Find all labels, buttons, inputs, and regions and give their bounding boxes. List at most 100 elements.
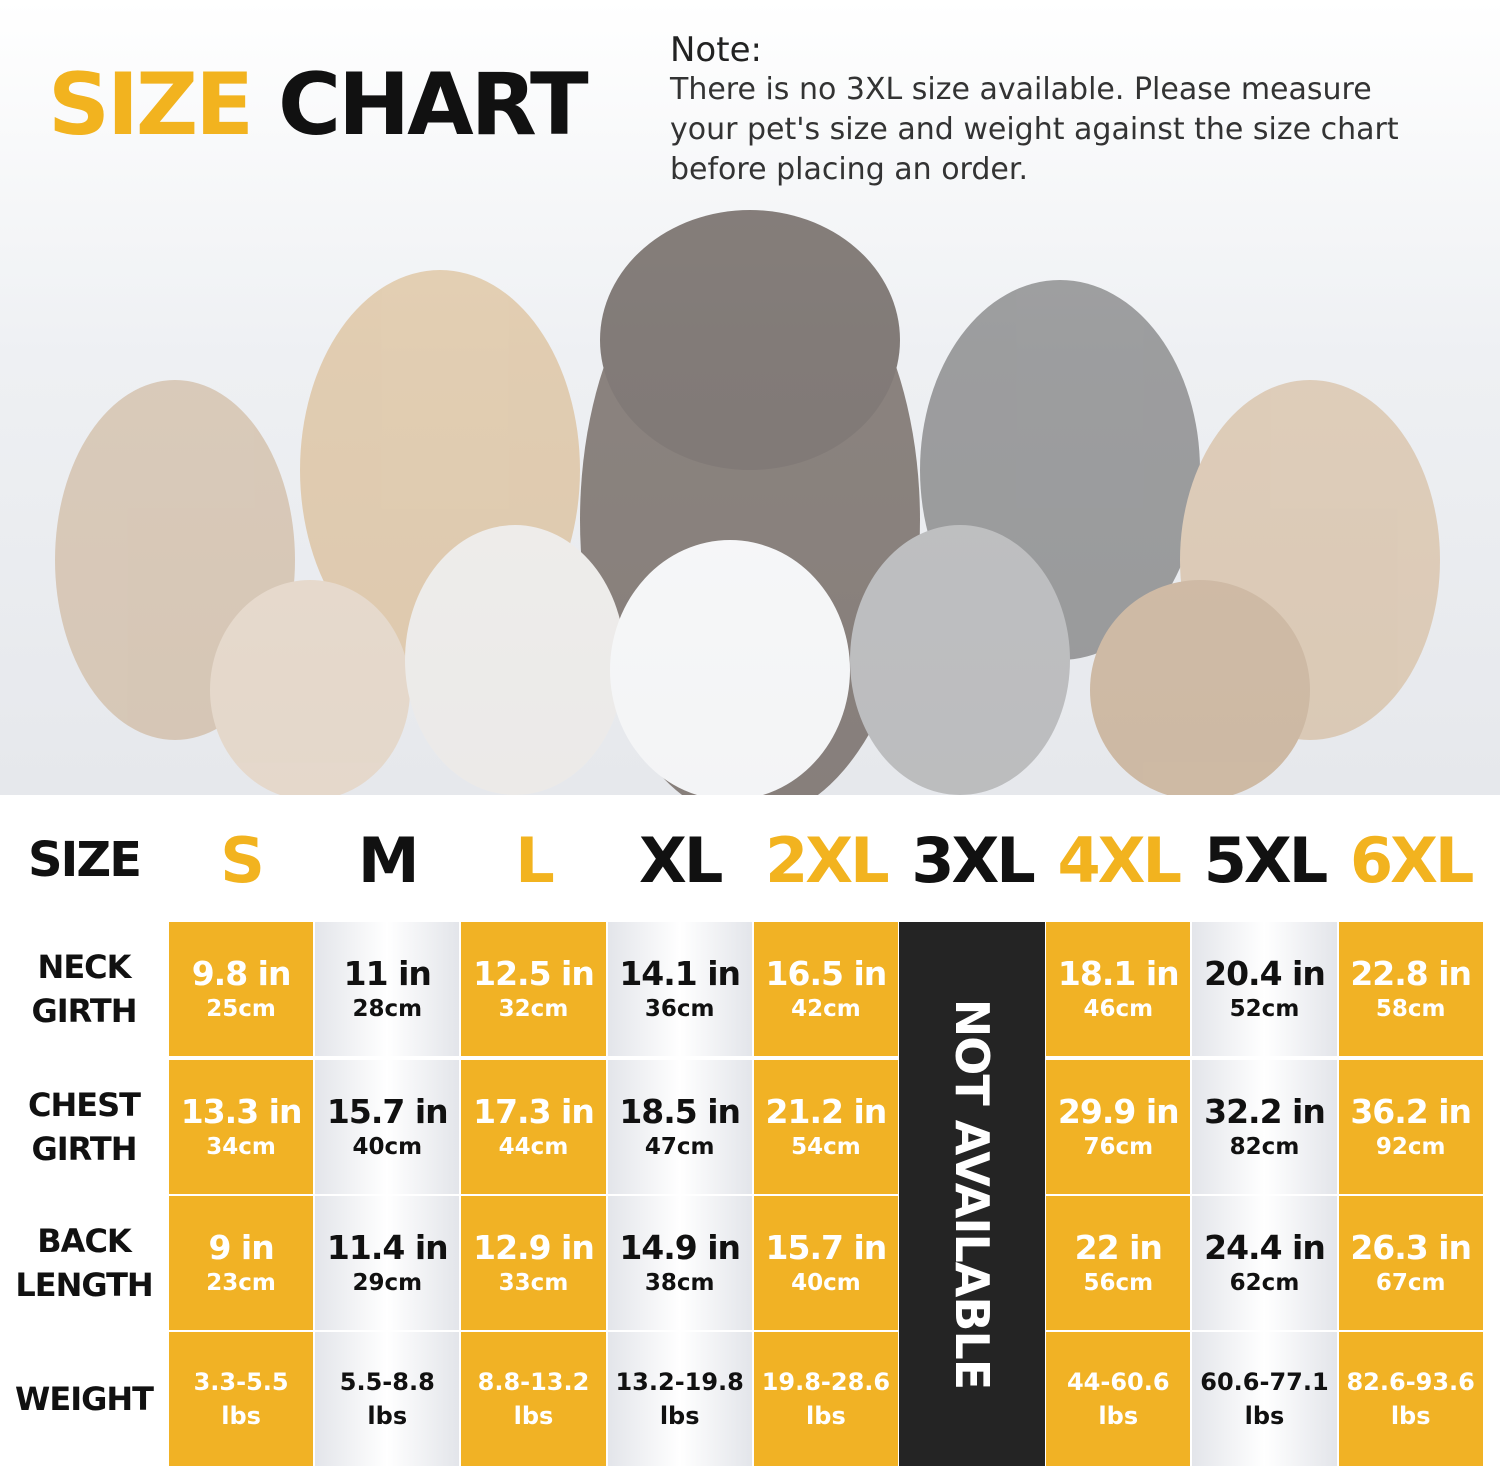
measure-main: 12.9 in (473, 1228, 595, 1267)
measure-sub: 92cm (1375, 1134, 1446, 1160)
measure-main: 16.5 in (765, 954, 888, 993)
size-cell: 26.3 in 67cm (1338, 1196, 1483, 1330)
measure-main: 9.8 in (191, 954, 292, 993)
measure-sub: 62cm (1229, 1270, 1300, 1296)
note-line: There is no 3XL size available. Please m… (670, 72, 1372, 107)
measure-main: 12.5 in (473, 954, 595, 993)
measure-main: 8.8-13.2 (477, 1368, 590, 1396)
size-header: 3XL (911, 823, 1035, 897)
measure-main: 18.1 in (1057, 954, 1180, 993)
measure-main: 24.4 in (1204, 1228, 1326, 1267)
note-line: before placing an order. (670, 152, 1028, 187)
measure-main: 22 in (1074, 1228, 1163, 1267)
size-header: L (515, 823, 555, 897)
measure-main: 60.6-77.1 (1200, 1368, 1329, 1396)
title: SIZE CHART (48, 62, 589, 148)
measure-sub: 47cm (644, 1134, 715, 1160)
measure-sub: 54cm (791, 1134, 861, 1160)
measure-main: 14.9 in (619, 1228, 741, 1267)
row-label-line: BACK (37, 1222, 131, 1260)
measure-sub: 28cm (352, 996, 423, 1022)
row-label: NECK GIRTH (0, 922, 168, 1056)
measure-main: 14.1 in (619, 954, 741, 993)
measure-sub: lbs (513, 1402, 554, 1430)
size-cell: 16.5 in 42cm (753, 922, 898, 1056)
unavailable-label: NOT AVAILABLE (945, 998, 1000, 1390)
title-part: CHART (278, 55, 589, 155)
dog-illustration (55, 210, 1440, 795)
measure-sub: lbs (659, 1402, 700, 1430)
measure-sub: lbs (221, 1402, 261, 1430)
measure-main: 18.5 in (619, 1092, 741, 1131)
measure-main: 15.7 in (326, 1092, 449, 1131)
measure-main: 11.4 in (326, 1228, 449, 1267)
measure-main: 19.8-28.6 (761, 1368, 891, 1396)
size-cell: 9.8 in 25cm (169, 922, 314, 1056)
measure-sub: 36cm (644, 996, 715, 1022)
measure-sub: 58cm (1375, 996, 1446, 1022)
size-cell: 21.2 in 54cm (753, 1060, 898, 1194)
size-cell: 15.7 in 40cm (315, 1060, 460, 1194)
measure-main: 26.3 in (1350, 1228, 1472, 1267)
note-line: your pet's size and weight against the s… (670, 112, 1399, 147)
size-header: 2XL (765, 823, 889, 897)
measure-sub: 38cm (644, 1270, 715, 1296)
size-cell: 19.8-28.6 lbs (753, 1332, 898, 1466)
measure-main: 9 in (208, 1228, 274, 1267)
size-cell: 32.2 in 82cm (1192, 1060, 1337, 1194)
measure-sub: 23cm (206, 1270, 276, 1296)
measure-sub: 32cm (498, 996, 569, 1022)
size-cell: 13.3 in 34cm (169, 1060, 314, 1194)
note: Note: There is no 3XL size available. Pl… (670, 30, 1470, 190)
measure-main: 11 in (343, 954, 432, 993)
size-cell: 12.9 in 33cm (461, 1196, 606, 1330)
corner-label: SIZE (27, 832, 142, 888)
size-header: XL (639, 823, 723, 897)
size-cell: 15.7 in 40cm (753, 1196, 898, 1330)
row-label-line: CHEST (28, 1086, 141, 1124)
measure-main: 44-60.6 (1066, 1368, 1170, 1396)
measure-sub: 40cm (352, 1134, 423, 1160)
measure-sub: 42cm (791, 996, 861, 1022)
measure-main: 21.2 in (765, 1092, 888, 1131)
row-label: BACK LENGTH (0, 1196, 168, 1330)
size-cell: 5.5-8.8 lbs (315, 1332, 460, 1466)
size-cell: 36.2 in 92cm (1338, 1060, 1483, 1194)
measure-sub: lbs (1098, 1402, 1139, 1430)
measure-sub: 67cm (1375, 1270, 1446, 1296)
size-cell: 12.5 in 32cm (461, 922, 606, 1056)
size-cell: 20.4 in 52cm (1192, 922, 1337, 1056)
measure-sub: 40cm (791, 1270, 861, 1296)
measure-sub: 44cm (498, 1134, 569, 1160)
measure-sub: 76cm (1083, 1134, 1154, 1160)
measure-main: 13.3 in (180, 1092, 303, 1131)
size-header: 4XL (1057, 823, 1182, 897)
measure-main: 17.3 in (473, 1092, 595, 1131)
title-part: SIZE (48, 55, 254, 155)
size-cell: 3.3-5.5 lbs (169, 1332, 314, 1466)
measure-sub: 25cm (206, 996, 276, 1022)
measure-sub: 82cm (1229, 1134, 1300, 1160)
size-header: 6XL (1349, 823, 1474, 897)
size-cell: 82.6-93.6 lbs (1338, 1332, 1483, 1466)
measure-main: 82.6-93.6 (1346, 1368, 1475, 1396)
size-cell: 29.9 in 76cm (1046, 1060, 1191, 1194)
measure-main: 22.8 in (1350, 954, 1472, 993)
measure-main: 13.2-19.8 (615, 1368, 744, 1396)
measure-sub: 46cm (1083, 996, 1154, 1022)
unavailable-column: NOT AVAILABLE (899, 922, 1046, 1466)
dog-photo (0, 0, 1500, 795)
size-cell: 18.1 in 46cm (1046, 922, 1191, 1056)
size-cell: 24.4 in 62cm (1192, 1196, 1337, 1330)
measure-sub: 29cm (352, 1270, 423, 1296)
size-header: M (357, 823, 420, 897)
size-cell: 22 in 56cm (1046, 1196, 1191, 1330)
measure-sub: lbs (1244, 1402, 1285, 1430)
measure-sub: 34cm (206, 1134, 276, 1160)
size-cell: 44-60.6 lbs (1046, 1332, 1191, 1466)
measure-sub: 52cm (1229, 996, 1300, 1022)
size-cell: 22.8 in 58cm (1338, 922, 1483, 1056)
size-header: 5XL (1203, 823, 1328, 897)
size-cell: 11 in 28cm (315, 922, 460, 1056)
